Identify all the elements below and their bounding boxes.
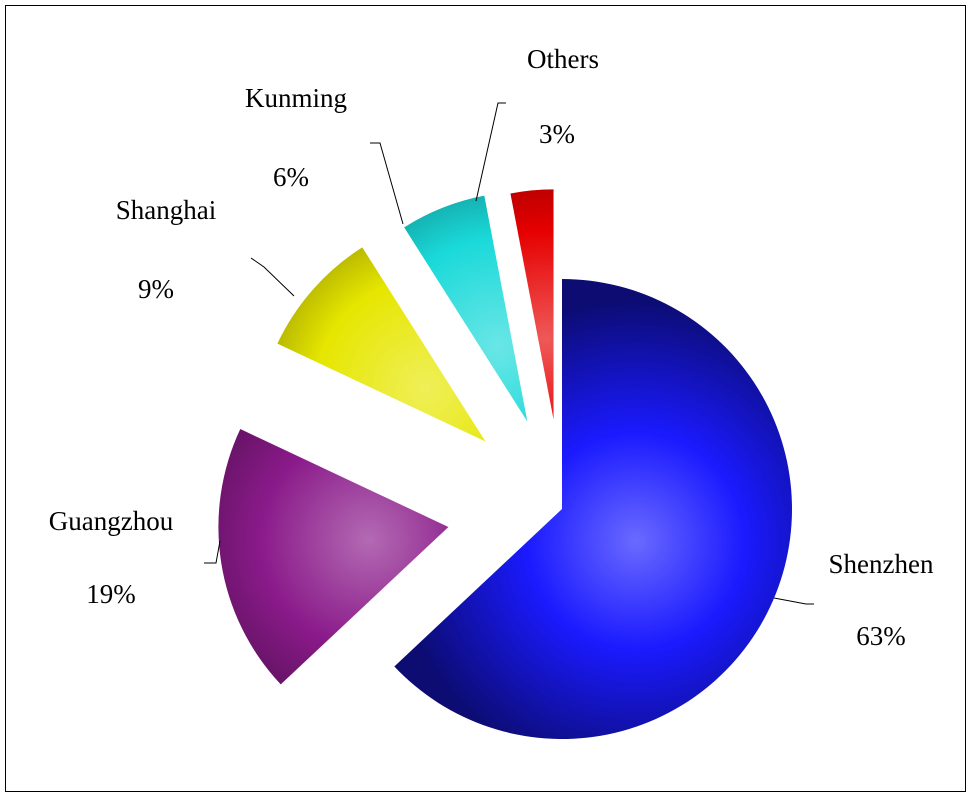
pie-slice-shanghai bbox=[277, 247, 486, 442]
slice-label-shenzhen: Shenzhen bbox=[829, 549, 934, 579]
leader-line-shanghai bbox=[250, 257, 295, 297]
slice-label-others: Others bbox=[527, 44, 599, 74]
slice-label-guangzhou: Guangzhou bbox=[49, 506, 174, 536]
slice-value-kunming: 6% bbox=[273, 162, 309, 192]
pie-slice-shenzhen bbox=[394, 279, 792, 739]
pie-slice-kunming bbox=[404, 195, 528, 422]
pie-chart: Shenzhen 63% Guangzhou 19% Shanghai 9% Kunming… bbox=[49, 44, 934, 739]
leader-line-others bbox=[475, 102, 506, 202]
leader-line-kunming bbox=[370, 142, 404, 225]
slice-value-guangzhou: 19% bbox=[86, 579, 136, 609]
pie-slice-guangzhou bbox=[218, 429, 449, 685]
pie-slice-others bbox=[510, 189, 554, 420]
slice-label-kunming: Kunming bbox=[245, 83, 347, 113]
slice-label-shanghai: Shanghai bbox=[116, 195, 217, 225]
leader-line-guangzhou bbox=[204, 540, 221, 564]
leader-line-shenzhen bbox=[773, 597, 814, 605]
chart-frame: Shenzhen 63% Guangzhou 19% Shanghai 9% Kunming… bbox=[5, 5, 966, 792]
slice-value-shenzhen: 63% bbox=[856, 621, 906, 651]
slice-value-others: 3% bbox=[539, 119, 575, 149]
slice-value-shanghai: 9% bbox=[138, 274, 174, 304]
